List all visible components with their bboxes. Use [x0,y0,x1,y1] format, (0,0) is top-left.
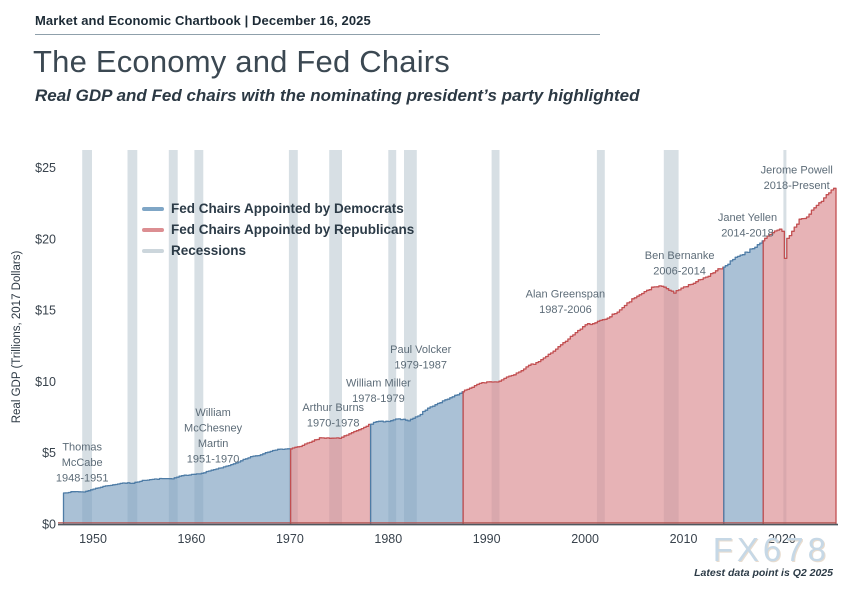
fed-chair-annotation: 2014-2018 [721,228,774,240]
legend-label: Fed Chairs Appointed by Democrats [171,201,404,216]
gdp-line-democrats [369,391,464,524]
y-tick-label: $20 [35,233,56,247]
y-tick-label: $15 [35,304,56,318]
gdp-area-democrats [370,391,464,524]
x-tick-label: 1950 [79,532,107,546]
fed-chair-annotation: Ben Bernanke [645,250,715,262]
fx678-watermark: FX678 [712,531,830,568]
recession-bar [596,150,605,524]
page-title: The Economy and Fed Chairs [33,44,451,79]
fed-chair-annotation: William [195,407,230,419]
fed-chair-annotation: Janet Yellen [718,212,777,224]
recession-bar [127,150,138,524]
header-rule [35,34,600,35]
recession-bar [491,150,500,524]
fed-chair-annotation: McCabe [62,457,103,469]
x-tick-label: 2010 [670,532,698,546]
y-tick-label: $0 [42,517,56,531]
fed-chair-annotation: 1951-1970 [187,454,240,466]
fed-chair-annotation: 1987-2006 [539,304,592,316]
gdp-line-democrats [62,448,292,524]
fed-chair-annotation: 1978-1979 [352,393,405,405]
fed-chair-annotation: 1979-1987 [394,359,447,371]
legend-item-recessions: Recessions [142,241,414,260]
recession-bar [82,150,92,524]
fed-chair-annotation: 1948-1951 [56,472,109,484]
chart-legend: Fed Chairs Appointed by Democrats Fed Ch… [142,199,414,260]
legend-item-republicans: Fed Chairs Appointed by Republicans [142,220,414,239]
gdp-line-democrats [723,240,764,524]
y-axis-title: Real GDP (Trillions, 2017 Dollars) [11,251,23,424]
legend-label: Fed Chairs Appointed by Republicans [171,222,415,237]
latest-data-footnote: Latest data point is Q2 2025 [694,567,833,579]
gdp-line-republicans [289,423,372,524]
fed-chair-annotation: McChesney [184,423,243,435]
fed-chair-annotation: Arthur Burns [302,402,364,414]
legend-item-democrats: Fed Chairs Appointed by Democrats [142,199,414,218]
recessions-swatch-icon [142,248,164,253]
legend-label: Recessions [171,243,247,258]
gdp-line-republicans [762,187,837,524]
x-tick-label: 1960 [177,532,205,546]
gdp-area-republicans [290,424,371,524]
gdp-area-democrats [63,448,291,524]
republicans-swatch-icon [142,227,164,232]
gdp-area-republicans [763,188,836,525]
fed-chair-annotation: Jerome Powell [761,164,833,176]
gdp-area-democrats [723,240,764,524]
recession-bar [663,150,679,524]
fed-chair-annotation: Paul Volcker [390,344,451,356]
recession-bar [783,150,787,524]
x-tick-label: 1980 [374,532,402,546]
gdp-area-republicans [463,267,724,524]
y-tick-label: $10 [35,375,56,389]
fed-chair-annotation: William Miller [346,377,411,389]
fed-chair-annotation: 2018-Present [764,180,830,192]
page-subtitle: Real GDP and Fed chairs with the nominat… [35,86,640,105]
fed-chair-annotation: 1970-1978 [307,418,360,430]
fed-chair-annotation: 2006-2014 [653,265,706,277]
gdp-line-republicans [462,266,725,524]
x-tick-label: 2000 [571,532,599,546]
y-tick-label: $5 [42,446,56,460]
x-tick-label: 1970 [276,532,304,546]
fed-chair-annotation: Alan Greenspan [526,288,606,300]
democrats-swatch-icon [142,206,164,211]
fed-chair-annotation: Thomas [62,441,102,453]
fed-chair-annotation: Martin [198,438,229,450]
y-tick-label: $25 [35,161,56,175]
chartbook-kicker: Market and Economic Chartbook | December… [35,13,371,28]
x-tick-label: 1990 [473,532,501,546]
